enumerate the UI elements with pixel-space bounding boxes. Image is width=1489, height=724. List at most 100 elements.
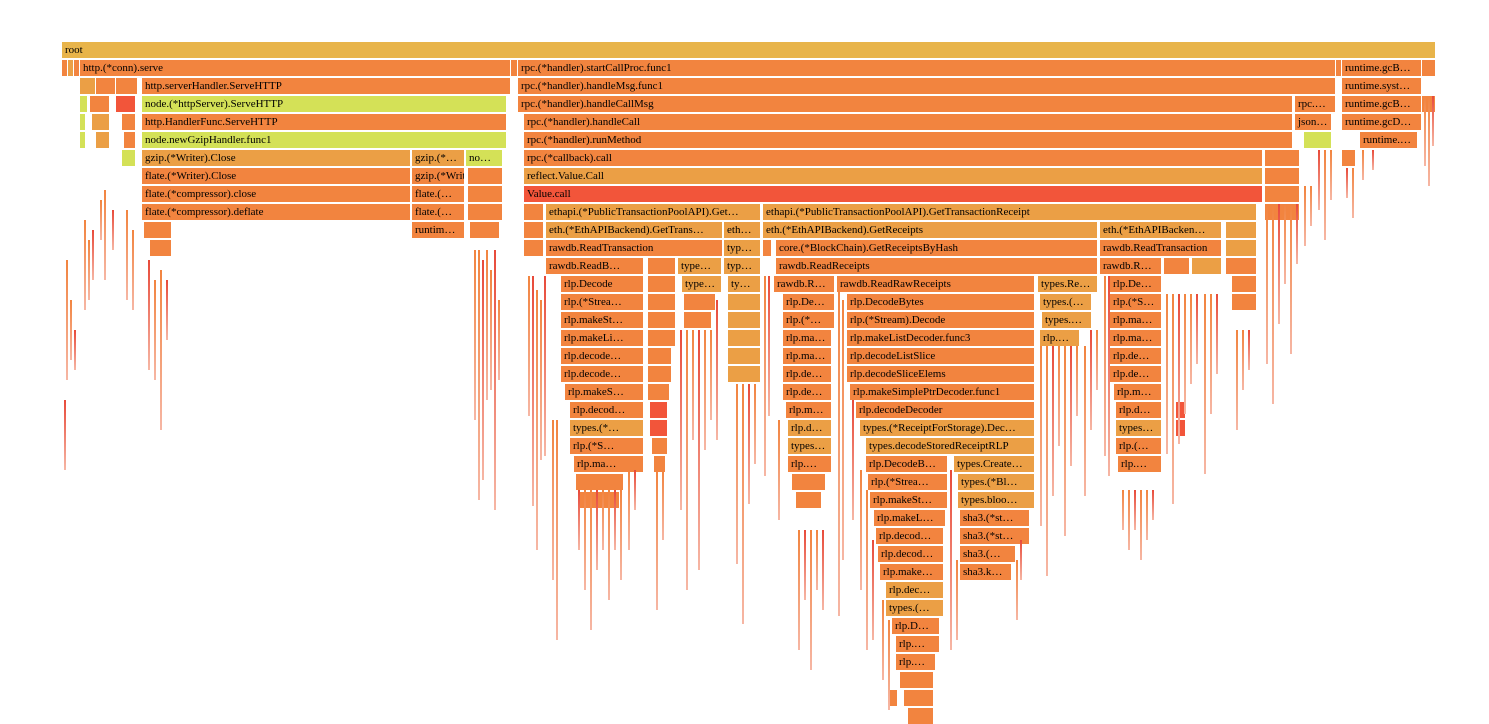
frame[interactable]: rawdb.R…: [774, 276, 835, 292]
frame[interactable]: rawdb.ReadReceipts: [776, 258, 1098, 274]
frame-unlabeled[interactable]: [144, 222, 172, 238]
frame[interactable]: types.(*ReceiptForStorage).Dec…: [860, 420, 1035, 436]
frame[interactable]: types.…: [1042, 312, 1092, 328]
frame[interactable]: rlp.d…: [788, 420, 832, 436]
frame[interactable]: flate.(…: [412, 186, 465, 202]
frame-unlabeled[interactable]: [763, 240, 772, 256]
frame[interactable]: rawdb.ReadB…: [546, 258, 644, 274]
frame[interactable]: http.HandlerFunc.ServeHTTP: [142, 114, 507, 130]
frame-unlabeled[interactable]: [908, 708, 934, 724]
frame[interactable]: rlp.DecodeBytes: [847, 294, 1035, 310]
frame-unlabeled[interactable]: [648, 312, 676, 328]
frame[interactable]: types.(…: [1040, 294, 1092, 310]
frame[interactable]: rpc.(*handler).runMethod: [524, 132, 1293, 148]
frame[interactable]: rawdb.ReadTransaction: [546, 240, 723, 256]
frame[interactable]: runtime.gcB…: [1342, 60, 1422, 76]
frame[interactable]: rlp.makeL…: [874, 510, 946, 526]
frame-unlabeled[interactable]: [92, 114, 110, 130]
frame[interactable]: type…: [682, 276, 722, 292]
frame-unlabeled[interactable]: [80, 96, 88, 112]
frame[interactable]: rlp.de…: [1110, 366, 1162, 382]
frame[interactable]: sha3.(*st…: [960, 528, 1030, 544]
frame-unlabeled[interactable]: [1232, 276, 1257, 292]
frame[interactable]: rlp.(*Strea…: [561, 294, 644, 310]
frame-unlabeled[interactable]: [1265, 150, 1300, 166]
frame[interactable]: types.(…: [886, 600, 944, 616]
frame-unlabeled[interactable]: [80, 114, 86, 130]
frame[interactable]: rlp.decode…: [561, 366, 644, 382]
frame-unlabeled[interactable]: [684, 312, 712, 328]
frame[interactable]: ethapi.(*PublicTransactionPoolAPI).GetTr…: [763, 204, 1257, 220]
frame[interactable]: rlp.(*…: [783, 312, 835, 328]
frame[interactable]: sha3.(*st…: [960, 510, 1030, 526]
frame-unlabeled[interactable]: [124, 132, 136, 148]
frame[interactable]: rlp.decodeSliceElems: [847, 366, 1035, 382]
frame-unlabeled[interactable]: [648, 384, 670, 400]
frame[interactable]: rlp.(*Stream).Decode: [847, 312, 1035, 328]
frame[interactable]: runtime.gcD…: [1342, 114, 1422, 130]
frame[interactable]: eth…: [724, 222, 761, 238]
frame-unlabeled[interactable]: [1192, 258, 1222, 274]
frame[interactable]: gzip.(*Writer).Close: [142, 150, 411, 166]
frame[interactable]: rpc.(*handler).handleCall: [524, 114, 1293, 130]
frame-unlabeled[interactable]: [116, 78, 138, 94]
frame[interactable]: flate.(*compressor).close: [142, 186, 411, 202]
frame[interactable]: ethapi.(*PublicTransactionPoolAPI).Get…: [546, 204, 761, 220]
frame[interactable]: rlp.ma…: [1110, 330, 1162, 346]
frame-unlabeled[interactable]: [576, 474, 624, 490]
frame[interactable]: rlp.m…: [1114, 384, 1162, 400]
frame[interactable]: flate.(*compressor).deflate: [142, 204, 411, 220]
frame[interactable]: types.Create…: [954, 456, 1035, 472]
frame[interactable]: rlp.(*S…: [1110, 294, 1162, 310]
frame-unlabeled[interactable]: [511, 60, 518, 76]
frame[interactable]: rlp.makeSimplePtrDecoder.func1: [850, 384, 1035, 400]
frame[interactable]: rpc.(*handler).startCallProc.func1: [518, 60, 1336, 76]
frame[interactable]: core.(*BlockChain).GetReceiptsByHash: [776, 240, 1098, 256]
frame-unlabeled[interactable]: [96, 132, 110, 148]
frame[interactable]: sha3.k…: [960, 564, 1012, 580]
frame[interactable]: rlp.de…: [783, 384, 832, 400]
frame-unlabeled[interactable]: [524, 240, 544, 256]
frame-unlabeled[interactable]: [122, 114, 136, 130]
frame[interactable]: rlp.ma…: [783, 330, 832, 346]
frame[interactable]: rlp.(*S…: [570, 438, 644, 454]
frame-unlabeled[interactable]: [652, 438, 668, 454]
frame-unlabeled[interactable]: [470, 222, 500, 238]
frame[interactable]: rlp.…: [896, 654, 936, 670]
frame-unlabeled[interactable]: [648, 366, 672, 382]
frame-unlabeled[interactable]: [1164, 258, 1190, 274]
frame[interactable]: rpc.(*callback).call: [524, 150, 1263, 166]
frame-unlabeled[interactable]: [796, 492, 822, 508]
frame[interactable]: type…: [678, 258, 722, 274]
frame-unlabeled[interactable]: [468, 204, 503, 220]
frame-unlabeled[interactable]: [1232, 294, 1257, 310]
frame[interactable]: rlp.decodeListSlice: [847, 348, 1035, 364]
frame-unlabeled[interactable]: [74, 60, 80, 76]
frame-unlabeled[interactable]: [728, 330, 761, 346]
frame-unlabeled[interactable]: [890, 690, 898, 706]
frame-unlabeled[interactable]: [654, 456, 666, 472]
frame[interactable]: rlp.decod…: [876, 528, 944, 544]
frame[interactable]: types.bloo…: [958, 492, 1035, 508]
frame[interactable]: root: [62, 42, 1436, 58]
frame-unlabeled[interactable]: [648, 294, 676, 310]
frame-unlabeled[interactable]: [68, 60, 74, 76]
frame[interactable]: runtime.…: [1360, 132, 1418, 148]
frame[interactable]: rlp.makeS…: [565, 384, 644, 400]
frame-unlabeled[interactable]: [648, 348, 672, 364]
frame[interactable]: rlp.d…: [1116, 402, 1162, 418]
frame[interactable]: flate.(…: [412, 204, 465, 220]
frame[interactable]: types.Re…: [1038, 276, 1098, 292]
frame-unlabeled[interactable]: [1304, 132, 1332, 148]
frame-unlabeled[interactable]: [524, 222, 544, 238]
frame-unlabeled[interactable]: [1265, 168, 1300, 184]
frame[interactable]: rlp.(*Strea…: [868, 474, 948, 490]
frame[interactable]: rlp.decod…: [878, 546, 944, 562]
frame-unlabeled[interactable]: [728, 312, 761, 328]
frame[interactable]: rlp.decode…: [561, 348, 644, 364]
frame[interactable]: rlp.…: [788, 456, 832, 472]
frame-unlabeled[interactable]: [80, 132, 86, 148]
frame[interactable]: runtime.gcB…: [1342, 96, 1422, 112]
frame[interactable]: rlp.DecodeB…: [866, 456, 948, 472]
frame[interactable]: http.(*conn).serve: [80, 60, 511, 76]
